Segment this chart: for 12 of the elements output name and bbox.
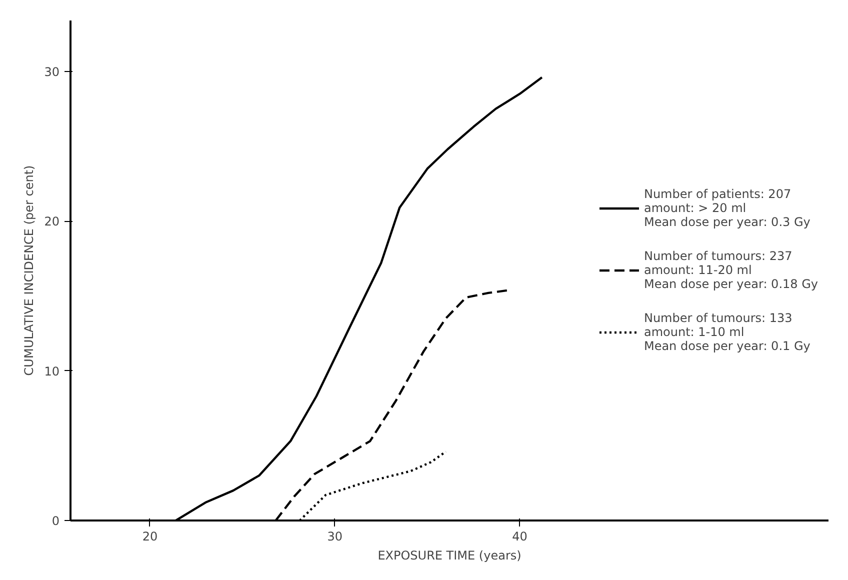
x-tick-label: 30 (327, 530, 343, 544)
y-tick-label: 10 (44, 364, 60, 378)
x-tick-label: 40 (512, 530, 528, 544)
x-axis-title: EXPOSURE TIME (years) (378, 548, 522, 562)
legend-label: Number of patients: 207 amount: > 20 ml Mean dose per year: 0.3 Gy (644, 186, 810, 231)
legend-label: Number of tumours: 133 amount: 1-10 ml Mean dose per year: 0.1 Gy (644, 310, 810, 355)
y-tick-label: 0 (52, 514, 60, 528)
y-tick-label: 30 (44, 64, 60, 79)
legend-label: Number of tumours: 237 amount: 11-20 ml Mean dose per year: 0.18 Gy (644, 248, 818, 293)
y-tick-label: 20 (44, 214, 60, 229)
y-axis-title: CUMULATIVE INCIDENCE (per cent) (22, 165, 36, 376)
x-tick-label: 20 (142, 530, 158, 544)
